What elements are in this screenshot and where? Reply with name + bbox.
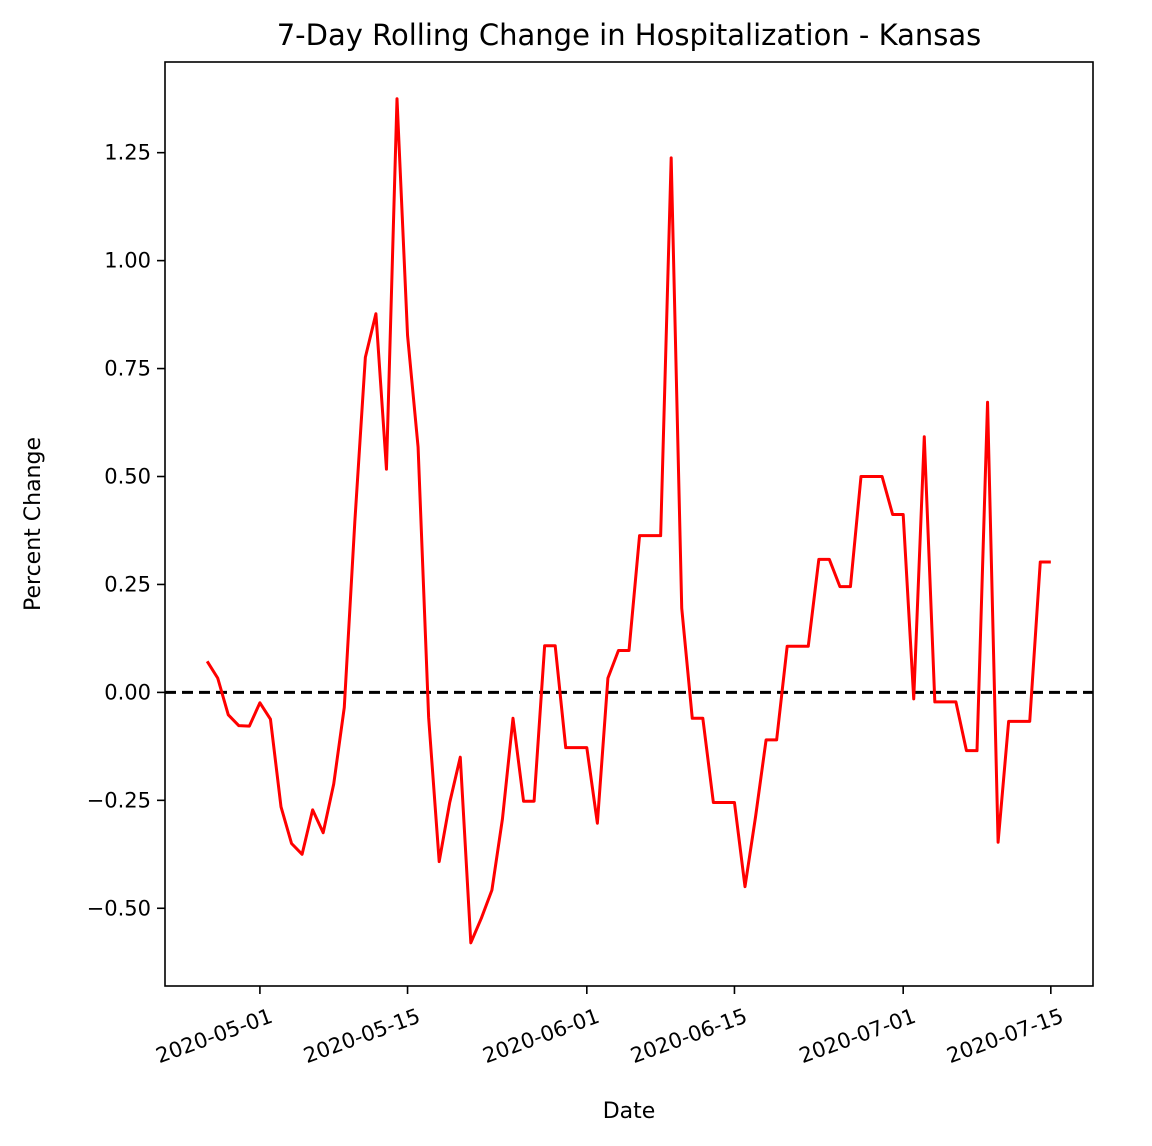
y-axis: −0.50 −0.25 0.00 0.25 0.50 0.75 1.00 1.25: [87, 141, 165, 920]
y-tick-label: 0.00: [104, 680, 151, 704]
x-tick-label: 2020-06-15: [627, 1004, 750, 1068]
plot-frame: [164, 61, 1094, 987]
x-tick-label: 2020-06-01: [480, 1004, 603, 1068]
x-axis-label: Date: [603, 1099, 656, 1124]
y-tick-label: 0.50: [104, 465, 151, 489]
x-tick-label: 2020-05-01: [153, 1004, 276, 1068]
plot-area: [165, 97, 1093, 945]
series-line-0: [205, 97, 1051, 945]
x-tick-label: 2020-05-15: [300, 1004, 423, 1068]
y-tick-label: 0.25: [104, 572, 151, 596]
x-tick-label: 2020-07-01: [796, 1004, 919, 1068]
y-tick-label: 1.25: [104, 141, 151, 165]
y-tick-label: −0.50: [87, 896, 151, 920]
x-axis: 2020-05-01 2020-05-15 2020-06-01 2020-06-15…: [153, 986, 1067, 1068]
y-tick-label: 1.00: [104, 249, 151, 273]
y-tick-label: −0.25: [87, 788, 151, 812]
chart-title: 7-Day Rolling Change in Hospitalization …: [277, 18, 982, 52]
x-tick-label: 2020-07-15: [944, 1004, 1067, 1068]
y-tick-label: 0.75: [104, 357, 151, 381]
y-axis-label: Percent Change: [21, 437, 46, 611]
